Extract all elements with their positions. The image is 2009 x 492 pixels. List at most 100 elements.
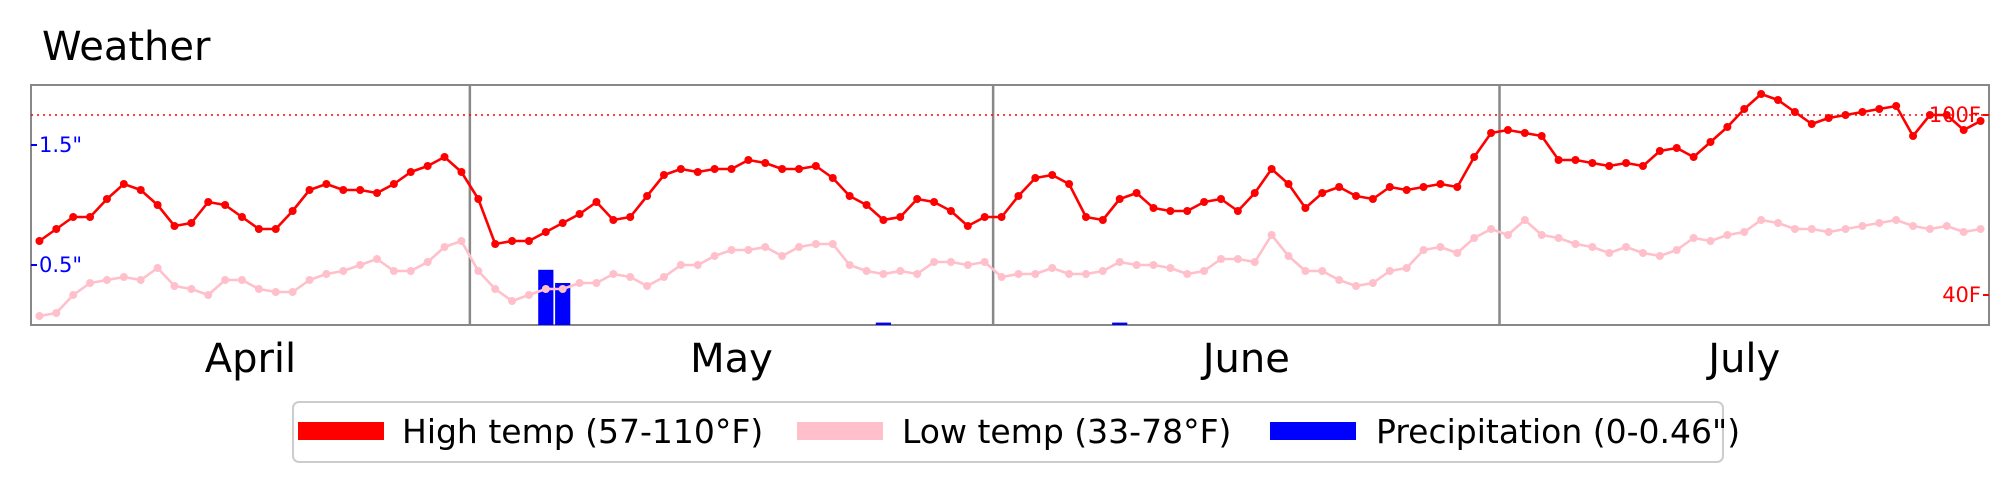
high-temp-point [406, 168, 415, 176]
right-tick-label: 40F [1942, 283, 1981, 307]
high-temp-point [1706, 138, 1715, 146]
low-temp-point [862, 267, 871, 275]
low-temp-point [1216, 255, 1225, 263]
low-temp-point [1757, 216, 1766, 224]
low-temp-point [1875, 219, 1884, 227]
low-temp-point [575, 279, 584, 287]
low-temp-point [1655, 252, 1664, 260]
low-temp-point [474, 267, 483, 275]
low-temp-point [896, 267, 905, 275]
low-temp-point [339, 267, 348, 275]
low-temp-point [592, 279, 601, 287]
high-temp-point [373, 189, 382, 197]
low-temp-point [1571, 240, 1580, 248]
low-temp-point [1774, 219, 1783, 227]
high-temp-point [1132, 189, 1141, 197]
precipitation-bars [538, 269, 1128, 325]
low-temp-point [930, 258, 939, 266]
high-temp-point [575, 210, 584, 218]
high-temp-point [288, 207, 297, 215]
high-temp-point [1048, 171, 1057, 179]
low-temp-point [356, 261, 365, 269]
low-temp-point [626, 273, 635, 281]
high-temp-point [221, 201, 230, 209]
left-tick-label: 1.5" [39, 133, 82, 157]
high-temp-point [744, 156, 753, 164]
low-temp-point [1487, 225, 1496, 233]
low-temp-point [119, 273, 128, 281]
high-temp-point [305, 186, 314, 194]
high-temp-point [811, 162, 820, 170]
low-temp-point [541, 285, 550, 293]
low-temp-point [1942, 222, 1951, 230]
high-temp-point [626, 213, 635, 221]
low-temp-point [1183, 270, 1192, 278]
high-temp-point [322, 180, 331, 188]
low-temp-point [1267, 231, 1276, 239]
low-temp-point [997, 273, 1006, 281]
low-temp-point [1065, 270, 1074, 278]
precip-bar [555, 283, 571, 325]
low-temp-point [1622, 243, 1631, 251]
high-temp-point [1655, 147, 1664, 155]
high-temp-point [389, 180, 398, 188]
high-temp-point [170, 222, 179, 230]
high-temp-point [1807, 120, 1816, 128]
precip-bar [1112, 322, 1128, 325]
high-temp-point [558, 219, 567, 227]
high-temp-point [930, 198, 939, 206]
low-temp-point [1892, 216, 1901, 224]
low-temp-point [946, 258, 955, 266]
high-temp-point [136, 186, 145, 194]
low-temp-point [457, 237, 466, 245]
high-temp-point [69, 213, 78, 221]
high-temp-point [1723, 123, 1732, 131]
high-temp-point [1250, 189, 1259, 197]
low-temp-point [879, 270, 888, 278]
low-temp-point [373, 255, 382, 263]
high-temp-point [491, 240, 500, 248]
low-temp-point [1503, 231, 1512, 239]
high-temp-point [1875, 105, 1884, 113]
low-temp-point [305, 276, 314, 284]
high-temp-point [1216, 195, 1225, 203]
high-temp-point [1065, 180, 1074, 188]
low-temp-point [643, 282, 652, 290]
high-temp-point [1638, 162, 1647, 170]
high-temp-point [1520, 129, 1529, 137]
legend-box [292, 401, 1724, 463]
low-temp-point [1436, 243, 1445, 251]
high-temp-point [423, 162, 432, 170]
high-temp-point [879, 216, 888, 224]
low-temp-point [710, 252, 719, 260]
low-temp-point [1554, 234, 1563, 242]
high-temp-point [1841, 111, 1850, 119]
high-temp-point [1200, 198, 1209, 206]
high-temp-point [1436, 180, 1445, 188]
low-temp-point [1250, 258, 1259, 266]
low-temp-point [69, 291, 78, 299]
low-temp-point [1706, 237, 1715, 245]
low-temp-point [1166, 264, 1175, 272]
low-temp-point [828, 240, 837, 248]
high-temp-point [1419, 183, 1428, 191]
low-temp-point [693, 261, 702, 269]
low-temp-point [288, 288, 297, 296]
high-temp-point [1554, 156, 1563, 164]
high-temp-point [1368, 195, 1377, 203]
low-temp-point [271, 288, 280, 296]
high-temp-point [1081, 213, 1090, 221]
high-temp-point [592, 198, 601, 206]
low-temp-point [1909, 222, 1918, 230]
low-temp-point [659, 273, 668, 281]
high-temp-point [1031, 174, 1040, 182]
low-temp-point [1453, 249, 1462, 257]
low-temp-point [1689, 234, 1698, 242]
low-temp-point [1740, 228, 1749, 236]
high-temp-point [710, 165, 719, 173]
legend-label-low-temp: Low temp (33-78°F) [902, 412, 1231, 451]
left-axis: 1.5" 0.5" [31, 133, 82, 277]
high-temp-point [1959, 126, 1968, 134]
low-temp-point [204, 291, 213, 299]
